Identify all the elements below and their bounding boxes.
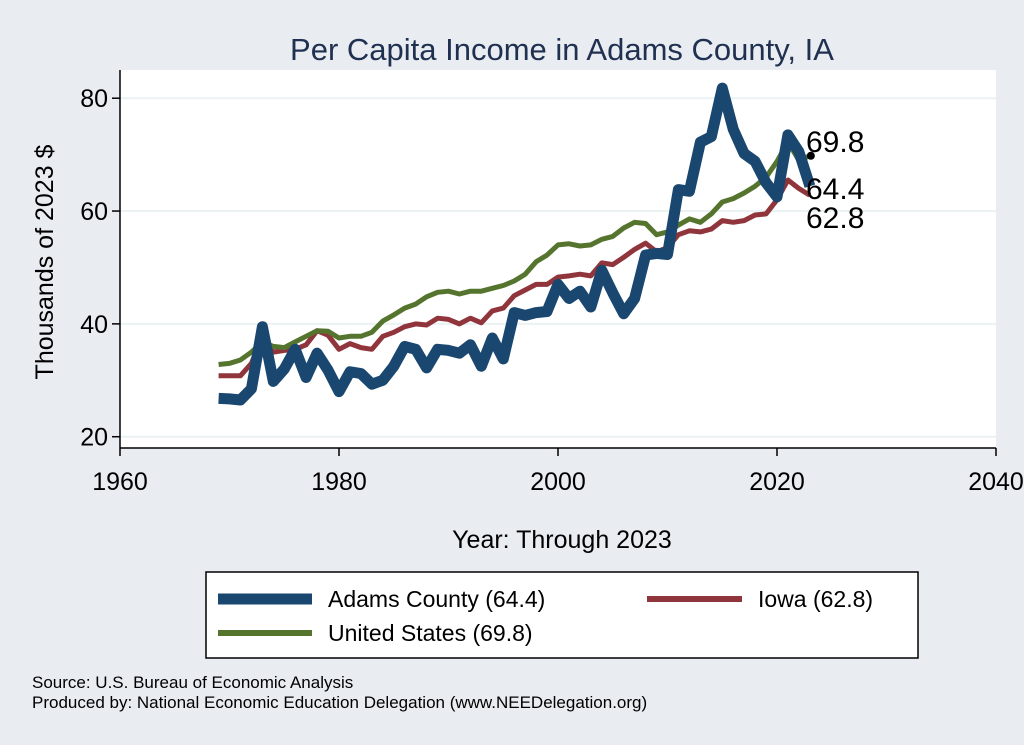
produced-by-note: Produced by: National Economic Education… (32, 693, 647, 712)
x-tick-label-1980: 1980 (311, 468, 367, 496)
y-tick-label-60: 60 (80, 198, 108, 226)
x-tick-label-2000: 2000 (530, 468, 586, 496)
legend-box (205, 571, 919, 659)
plot-area (120, 70, 996, 448)
end-label-united-states: 69.8 (806, 126, 864, 159)
y-tick-label-40: 40 (80, 311, 108, 339)
y-tick-label-20: 20 (80, 424, 108, 452)
legend: Adams County (64.4) Iowa (62.8) United S… (205, 571, 919, 659)
x-axis-label: Year: Through 2023 (452, 526, 672, 554)
series-line-united-states (218, 139, 811, 367)
series-line-adams-county (218, 82, 816, 406)
source-note: Source: U.S. Bureau of Economic Analysis (32, 673, 353, 692)
legend-label-iowa: Iowa (62.8) (758, 586, 873, 612)
legend-label-united-states: United States (69.8) (328, 620, 533, 646)
end-label-adams-county: 64.4 (806, 173, 864, 206)
x-tick-label-2020: 2020 (749, 468, 805, 496)
y-axis-label: Thousands of 2023 $ (31, 144, 59, 379)
chart-title: Per Capita Income in Adams County, IA (290, 32, 834, 67)
legend-label-adams-county: Adams County (64.4) (328, 586, 545, 612)
series-lines (218, 82, 816, 406)
x-tick-label-2040: 2040 (968, 468, 1024, 496)
end-label-iowa: 62.8 (806, 202, 864, 235)
y-tick-label-80: 80 (80, 85, 108, 113)
us-end-marker (806, 151, 815, 160)
x-tick-label-1960: 1960 (92, 468, 148, 496)
